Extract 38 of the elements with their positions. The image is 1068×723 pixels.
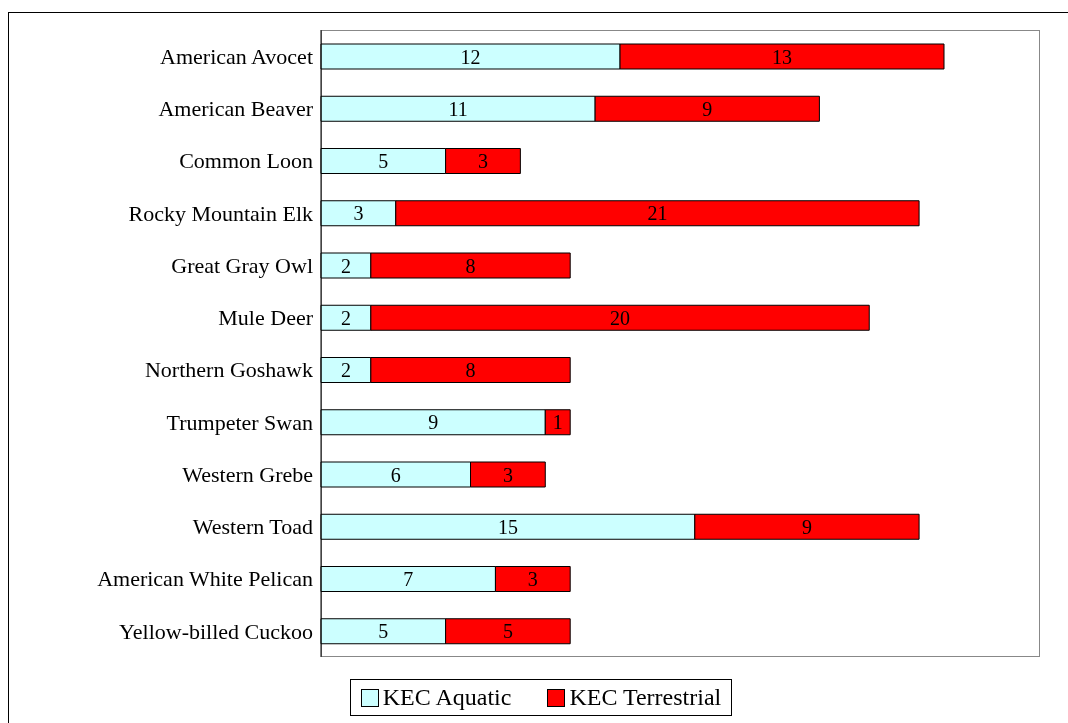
data-label: 9 xyxy=(428,411,439,434)
data-label: 1 xyxy=(552,411,563,434)
data-label: 2 xyxy=(340,306,351,329)
y-tick-label: Trumpeter Swan xyxy=(166,409,313,435)
data-label: 8 xyxy=(465,359,476,382)
data-label: 2 xyxy=(340,359,351,382)
y-tick-label: Common Loon xyxy=(179,148,313,174)
y-tick-label: Great Gray Owl xyxy=(171,252,313,278)
y-tick-label: Mule Deer xyxy=(218,305,314,331)
legend-label: KEC Terrestrial xyxy=(568,684,722,711)
y-tick-label: Rocky Mountain Elk xyxy=(128,200,313,226)
y-tick-label: Northern Goshawk xyxy=(144,357,313,383)
data-label: 3 xyxy=(353,202,364,225)
y-tick-label: American Avocet xyxy=(160,43,313,69)
data-label: 5 xyxy=(502,620,513,643)
legend-label: KEC Aquatic xyxy=(381,684,512,711)
y-tick-label: Yellow-billed Cuckoo xyxy=(119,618,313,644)
data-label: 3 xyxy=(527,568,538,591)
data-label: 8 xyxy=(465,254,476,277)
y-tick-label: American Beaver xyxy=(158,96,314,122)
y-tick-label: Western Grebe xyxy=(182,461,313,487)
data-label: 6 xyxy=(390,463,401,486)
data-label: 20 xyxy=(610,306,631,329)
data-label: 7 xyxy=(403,568,414,591)
data-label: 5 xyxy=(378,150,389,173)
data-label: 9 xyxy=(702,97,713,120)
data-label: 2 xyxy=(340,254,351,277)
data-label: 21 xyxy=(647,202,668,225)
data-label: 12 xyxy=(460,45,481,68)
data-label: 3 xyxy=(502,463,513,486)
data-label: 15 xyxy=(497,515,518,538)
data-label: 9 xyxy=(801,515,812,538)
data-label: 13 xyxy=(772,45,793,68)
y-tick-label: Western Toad xyxy=(192,514,313,540)
data-label: 5 xyxy=(378,620,389,643)
y-tick-label: American White Pelican xyxy=(97,566,313,592)
data-label: 3 xyxy=(477,150,488,173)
data-label: 11 xyxy=(448,97,468,120)
